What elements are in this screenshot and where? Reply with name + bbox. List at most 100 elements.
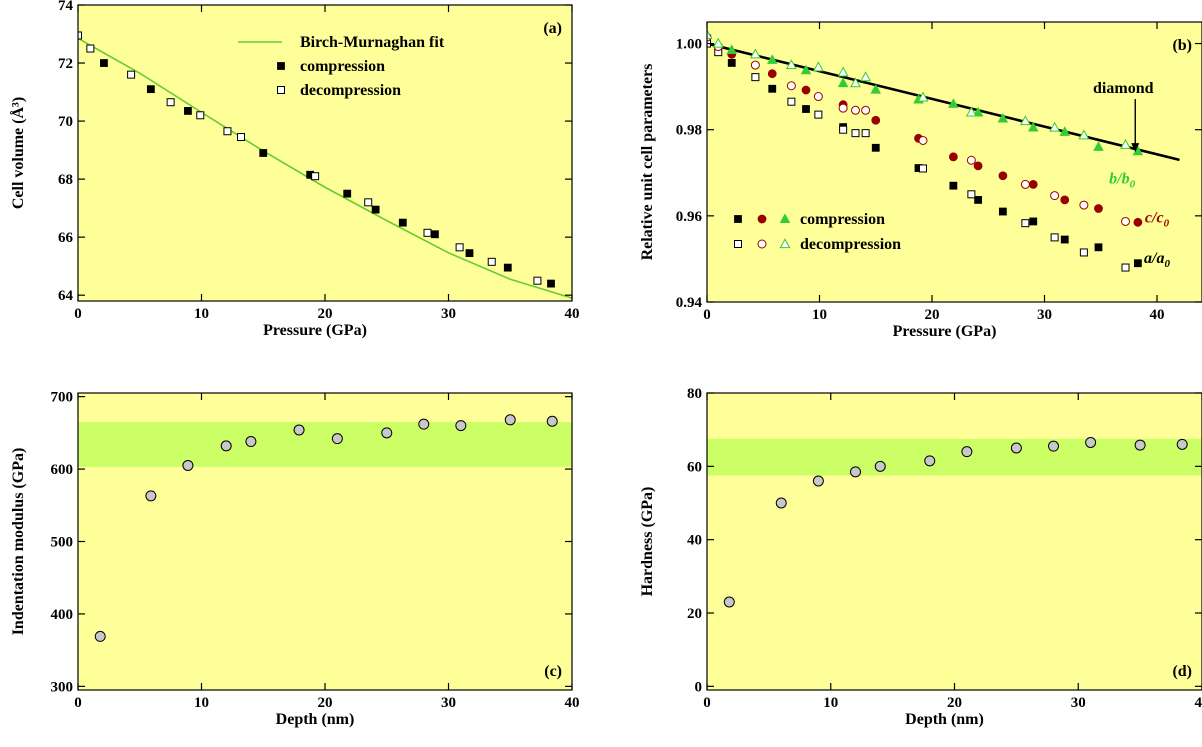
legend-swatch (757, 214, 767, 224)
data-point (184, 107, 192, 115)
data-point (94, 630, 106, 642)
data-point (850, 77, 861, 88)
y-tick-label: 0.96 (676, 209, 703, 225)
data-point (871, 143, 880, 152)
y-tick-label: 0.98 (676, 123, 702, 139)
data-point (917, 91, 929, 102)
data-point (973, 161, 983, 171)
data-point (455, 243, 464, 252)
data-point (1060, 235, 1069, 244)
data-point (220, 440, 232, 452)
y-tick-label: 60 (687, 459, 702, 475)
series-decompression (78, 31, 542, 285)
data-point (1021, 219, 1030, 228)
data-point (1085, 437, 1097, 448)
data-point (965, 106, 977, 117)
data-point (838, 103, 848, 113)
data-point (145, 490, 157, 502)
legend: compression decompression (734, 211, 901, 253)
series-b-b0-decompression (707, 29, 1131, 149)
y-tick-label: 68 (58, 172, 73, 188)
data-point (751, 73, 760, 82)
x-tick-label: 30 (441, 306, 456, 322)
y-axis-title: Hardness (GPa) (639, 487, 656, 597)
data-layer (707, 29, 1180, 272)
y-tick-label: 80 (687, 386, 702, 402)
data-point (1020, 179, 1030, 189)
series-0 (94, 414, 558, 642)
y-tick-label: 700 (51, 390, 74, 406)
ratio-label-main: a/a (1144, 250, 1164, 267)
data-point (998, 207, 1007, 216)
data-point (723, 596, 735, 608)
data-point (851, 129, 860, 138)
x-tick-label: 40 (1195, 695, 1202, 711)
data-point (787, 97, 796, 106)
data-point (546, 415, 558, 427)
data-point (861, 129, 870, 138)
data-point (924, 455, 936, 467)
data-point (1029, 217, 1038, 226)
panel-tag: (d) (1172, 663, 1192, 680)
ratio-label: c/c0 (1145, 209, 1170, 229)
y-tick-label: 400 (51, 607, 74, 623)
panel-tag: (c) (544, 663, 562, 680)
data-point (1078, 129, 1090, 140)
data-point (1134, 439, 1146, 451)
ratio-label-main: c/c (1145, 209, 1164, 226)
diamond-arrow-head (1131, 143, 1140, 153)
ratio-label-sub: 0 (1164, 258, 1170, 270)
data-point (1120, 138, 1131, 149)
plot-frame (706, 21, 1202, 303)
legend-compression-label: compression (300, 58, 385, 75)
x-axis-title: Pressure (GPa) (263, 322, 367, 339)
diamond-line (707, 42, 1180, 162)
data-point (166, 98, 175, 107)
y-tick-label: 64 (58, 288, 74, 304)
data-point (100, 59, 108, 67)
data-point (961, 446, 973, 458)
chart-b: 0 10 20 30 40 0.94 0.96 0.98 1.00 Pressure (GPa) R… (639, 21, 1202, 340)
data-point (726, 44, 738, 54)
data-point (785, 59, 797, 70)
x-tick-label: 30 (1071, 695, 1086, 711)
ratio-label: a/a0 (1144, 250, 1170, 270)
y-tick-label: 20 (687, 606, 702, 622)
y-tick-label: 1.00 (676, 37, 702, 53)
x-tick-label: 0 (703, 307, 711, 323)
data-point (259, 149, 268, 157)
data-point (127, 70, 136, 79)
plot-area (707, 393, 1202, 690)
x-tick-label: 0 (74, 306, 82, 322)
data-point (1094, 243, 1103, 252)
fit-line (78, 37, 572, 299)
ratio-label: b/b0 (1109, 171, 1135, 191)
data-point (871, 115, 881, 125)
data-point (801, 85, 811, 95)
x-tick-label: 20 (318, 695, 333, 711)
data-point (967, 190, 976, 199)
x-tick-label: 10 (194, 695, 209, 711)
legend-fit-label: Birch-Murnaghan fit (300, 34, 445, 51)
data-point (398, 218, 407, 227)
data-point (146, 85, 155, 94)
data-point (775, 497, 787, 509)
legend-swatch (779, 213, 791, 224)
data-point (418, 418, 430, 430)
y-tick-label: 72 (58, 56, 73, 72)
data-point (767, 69, 777, 79)
data-point (813, 92, 823, 102)
data-point (331, 433, 343, 445)
x-axis-title: Pressure (GPa) (893, 323, 997, 340)
data-point (381, 427, 393, 439)
data-point (949, 181, 958, 190)
y-axis-title: Cell volume (Å³) (9, 97, 27, 209)
diamond-label: diamond (1093, 80, 1154, 97)
x-tick-label: 0 (703, 695, 711, 711)
x-tick-label: 10 (823, 695, 838, 711)
x-tick-label: 40 (565, 695, 580, 711)
y-tick-label: 70 (58, 114, 73, 130)
data-point (802, 105, 810, 113)
data-layer (78, 31, 572, 299)
